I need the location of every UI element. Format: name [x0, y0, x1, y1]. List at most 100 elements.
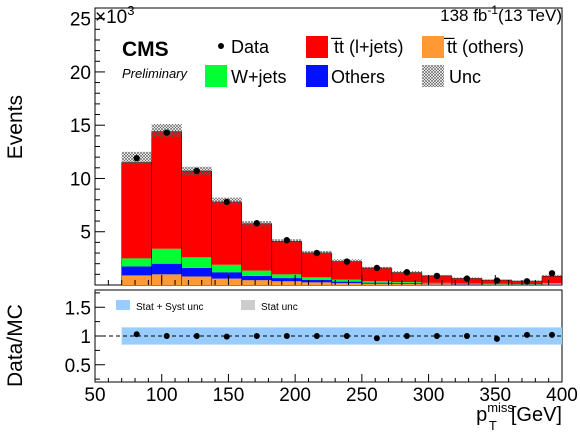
ratio-point-bin-7 [343, 333, 350, 339]
ratio-legend-statsyst-label: Stat + Syst unc [136, 302, 204, 313]
top-y-axis: 5 10 15 20 25 [70, 7, 105, 286]
ratio-point-bin-12 [493, 335, 500, 342]
bar-others_tt-bin-14 [541, 284, 562, 285]
stacked-histogram [121, 131, 563, 285]
y-axis-title: Events [4, 95, 27, 159]
data-point-bin-10 [433, 272, 441, 280]
bar-others_tt-bin-7 [331, 283, 362, 285]
bar-others_tt-bin-11 [451, 284, 482, 285]
bar-wjets-bin-2 [181, 257, 212, 268]
legend-wjets-label: W+jets [231, 67, 287, 87]
bar-wjets-bin-11 [451, 283, 482, 285]
status-label: Preliminary [122, 66, 189, 81]
ratio-point-bin-8 [373, 335, 380, 342]
ratio-y-axis-title: Data/MC [4, 304, 27, 387]
legend-others-label: Others [331, 67, 385, 87]
ratio-panel: 0.5 1 1.5 Stat + Syst unc Stat unc Data/MC [4, 289, 563, 387]
legend-ttl-swatch [306, 36, 328, 58]
bar-others_tt-bin-9 [391, 284, 422, 285]
bar-others-bin-3 [211, 272, 242, 279]
bar-ttl-bin-14 [541, 276, 562, 284]
bar-ttl-bin-7 [331, 261, 362, 280]
bar-wjets-bin-8 [361, 281, 392, 283]
bar-wjets-bin-5 [271, 274, 302, 279]
legend: Data t̅t (l+jets) t̅t (others) W+jets Ot… [205, 36, 524, 87]
bar-others_tt-bin-6 [301, 282, 332, 285]
ratio-legend-stat-swatch [241, 300, 255, 310]
legend-data-label: Data [231, 37, 270, 57]
bar-wjets-bin-3 [211, 264, 242, 273]
ratio-legend-statsyst-swatch [116, 300, 130, 310]
legend-others-swatch [306, 65, 328, 87]
bar-others-bin-10 [421, 283, 452, 285]
bar-wjets-bin-4 [241, 270, 272, 276]
ratio-point-bin-4 [253, 333, 260, 339]
ratio-point-bin-5 [283, 333, 290, 339]
bar-ttl-bin-9 [391, 272, 422, 283]
bar-wjets-bin-10 [421, 282, 452, 284]
data-point-bin-4 [253, 220, 260, 227]
x-tick-label-3: 200 [279, 385, 311, 406]
bar-ttl-bin-5 [271, 241, 302, 275]
bar-others-bin-4 [241, 275, 272, 281]
legend-wjets-swatch [205, 65, 227, 87]
data-point-bin-13 [523, 278, 531, 285]
data-points [133, 129, 556, 285]
data-point-bin-3 [223, 198, 230, 206]
bar-ttl-bin-1 [151, 131, 182, 249]
bar-ttl-bin-6 [301, 252, 332, 278]
ratio-point-bin-11 [463, 333, 470, 339]
legend-data-marker [218, 43, 224, 49]
data-point-bin-1 [163, 129, 170, 136]
top-panel: 5 10 15 20 25 Events ×103 138 fb-1(13 TeV) C… [4, 3, 563, 286]
bar-others-bin-1 [151, 263, 182, 275]
bar-others-bin-0 [121, 266, 152, 276]
top-y-tick-label-2: 15 [70, 116, 91, 137]
data-point-bin-6 [313, 249, 321, 257]
ratio-point-bin-0 [133, 331, 140, 338]
data-point-bin-11 [463, 275, 471, 282]
x-tick-label-4: 250 [346, 385, 378, 406]
experiment-label: CMS [122, 38, 169, 61]
bar-others-bin-14 [541, 283, 562, 285]
bar-ttl-bin-8 [361, 267, 392, 282]
ratio-y-tick-label-1: 1 [80, 327, 91, 348]
bar-others-bin-8 [361, 282, 392, 284]
bar-others_tt-bin-4 [241, 280, 272, 285]
ratio-point-bin-10 [433, 333, 440, 339]
luminosity-label: 138 fb-1(13 TeV) [440, 3, 562, 25]
x-tick-label-2: 150 [213, 385, 245, 406]
x-tick-label-5: 300 [413, 385, 445, 406]
x-tick-label-1: 100 [146, 385, 178, 406]
x-axis-title: pmiss T [GeV] [476, 400, 562, 433]
bar-ttl-bin-10 [421, 275, 452, 283]
bar-others-bin-6 [301, 279, 332, 283]
data-point-bin-2 [193, 167, 200, 175]
data-point-bin-5 [283, 237, 291, 244]
ratio-y-axis: 0.5 1 1.5 [65, 292, 105, 380]
x-tick-label-7: 400 [546, 385, 578, 406]
bar-wjets-bin-14 [541, 283, 562, 284]
y-multiplier: ×103 [95, 3, 134, 28]
bar-wjets-bin-7 [331, 279, 362, 282]
ratio-point-bin-13 [523, 331, 530, 338]
bar-wjets-bin-1 [151, 248, 182, 264]
bar-others_tt-bin-1 [151, 274, 182, 285]
ratio-y-tick-label-2: 1.5 [65, 298, 91, 319]
ratio-points [133, 331, 555, 342]
data-point-bin-14 [548, 270, 556, 277]
data-point-bin-12 [493, 277, 501, 284]
legend-ttl-label: t̅t (l+jets) [330, 37, 403, 57]
ratio-point-bin-2 [193, 333, 200, 339]
bar-wjets-bin-6 [301, 277, 332, 280]
bar-ttl-bin-3 [211, 201, 242, 265]
ratio-point-bin-9 [403, 333, 410, 339]
bar-others_tt-bin-8 [361, 283, 392, 285]
x-axis: 50 100 150 200 250 300 350 400 [84, 275, 578, 406]
bar-others-bin-9 [391, 283, 422, 285]
x-tick-label-0: 50 [84, 385, 105, 406]
bar-others_tt-bin-0 [121, 275, 152, 285]
bar-others_tt-bin-2 [181, 276, 212, 285]
bar-others_tt-bin-10 [421, 284, 452, 285]
